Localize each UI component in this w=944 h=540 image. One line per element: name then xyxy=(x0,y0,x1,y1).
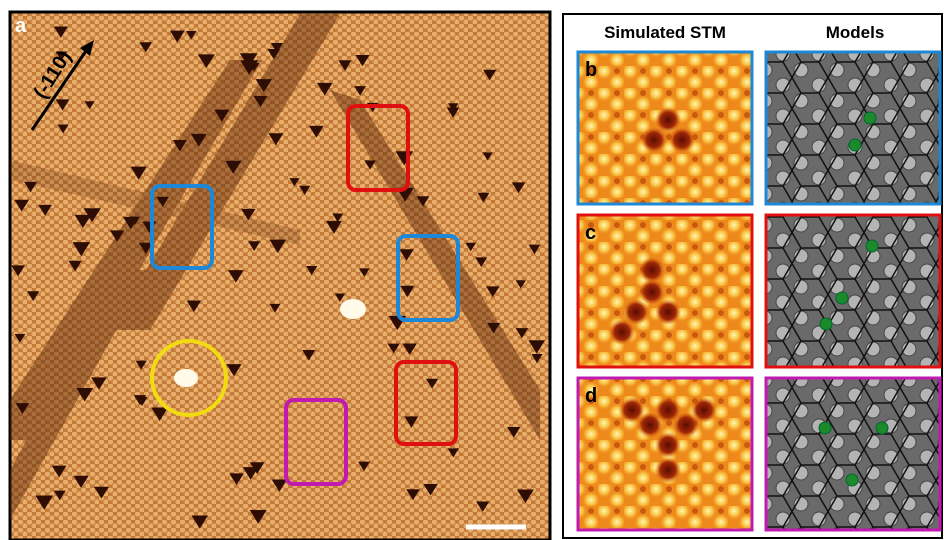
panel-label: a xyxy=(15,15,27,37)
column-header: Simulated STM xyxy=(604,23,726,42)
sim-dark-spot xyxy=(619,397,645,423)
simulated-stm xyxy=(578,215,752,367)
sim-dark-spot xyxy=(669,127,695,153)
model xyxy=(766,215,940,367)
model-dopant xyxy=(846,474,858,486)
sim-dark-spot xyxy=(691,397,717,423)
right-panel: Simulated STM Models b c d xyxy=(563,14,942,538)
panel-label: c xyxy=(585,222,596,244)
panel-label: b xyxy=(585,59,597,81)
panel-a: (-110) a xyxy=(10,12,550,540)
panel-label: d xyxy=(585,385,597,407)
sim-dark-spot xyxy=(609,319,635,345)
model-dopant xyxy=(819,422,831,434)
model-dopant xyxy=(864,112,876,124)
sim-dark-spot xyxy=(641,127,667,153)
figure: (-110) a Simulated STM Models b c d xyxy=(0,0,944,540)
sim-dark-spot xyxy=(655,432,681,458)
page: {"panel_a": {"label": "a", "direction": … xyxy=(0,0,944,540)
column-header: Models xyxy=(826,23,885,42)
body: (-110) a Simulated STM Models bcd (() =>… xyxy=(0,0,944,540)
sim-dark-spot xyxy=(639,257,665,283)
model-dopant xyxy=(876,422,888,434)
model-dopant xyxy=(820,318,832,330)
sim-dark-spot xyxy=(655,299,681,325)
model-dopant xyxy=(836,292,848,304)
adatom xyxy=(174,369,198,387)
sim-dark-spot xyxy=(655,457,681,483)
model-dopant xyxy=(866,240,878,252)
model xyxy=(766,378,940,530)
sim-dark-spot xyxy=(655,397,681,423)
model xyxy=(766,52,940,204)
model-dopant xyxy=(849,139,861,151)
adatom xyxy=(340,299,366,319)
